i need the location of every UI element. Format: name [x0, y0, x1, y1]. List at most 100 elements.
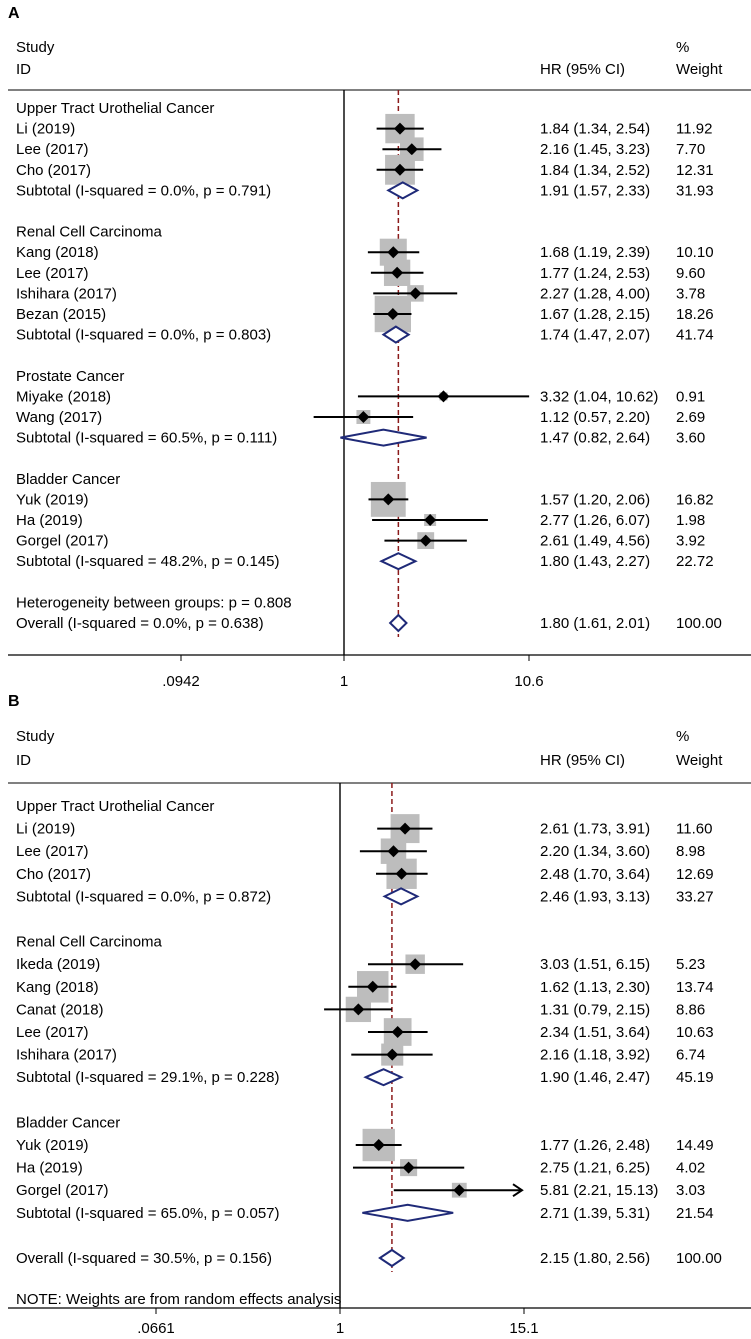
hr-ci-value: 2.61 (1.73, 3.91) — [540, 821, 650, 838]
study-label: Ikeda (2019) — [16, 956, 100, 973]
study-label: Lee (2017) — [16, 141, 89, 158]
weight-value: 12.69 — [676, 866, 714, 883]
hr-ci-value: 1.68 (1.19, 2.39) — [540, 244, 650, 261]
weight-value: 45.19 — [676, 1069, 714, 1086]
weight-value: 31.93 — [676, 182, 714, 199]
point-estimate — [387, 246, 400, 259]
study-label: Gorgel (2017) — [16, 1182, 109, 1199]
hr-ci-value: 3.03 (1.51, 6.15) — [540, 956, 650, 973]
weight-value: 10.10 — [676, 244, 714, 261]
hr-ci-value: 1.62 (1.13, 2.30) — [540, 979, 650, 996]
point-estimate — [453, 1184, 466, 1197]
hr-ci-value: 1.12 (0.57, 2.20) — [540, 409, 650, 426]
hr-ci-value: 1.84 (1.34, 2.52) — [540, 162, 650, 179]
study-label: Lee (2017) — [16, 1024, 89, 1041]
hr-ci-value: 1.77 (1.26, 2.48) — [540, 1137, 650, 1154]
weight-value: 7.70 — [676, 141, 705, 158]
subtotal-diamond — [381, 325, 411, 344]
study-label: Li (2019) — [16, 121, 75, 138]
weight-value: 18.26 — [676, 306, 714, 323]
study-label: Ishihara (2017) — [16, 1047, 117, 1064]
study-label: Yuk (2019) — [16, 1137, 89, 1154]
weight-value: 41.74 — [676, 327, 714, 344]
subtotal-label: Subtotal (I-squared = 48.2%, p = 0.145) — [16, 553, 280, 570]
weight-value: 9.60 — [676, 265, 705, 282]
hr-ci-value: 2.61 (1.49, 4.56) — [540, 533, 650, 550]
group-label: Bladder Cancer — [16, 471, 120, 488]
study-label: Lee (2017) — [16, 843, 89, 860]
hr-ci-value: 2.46 (1.93, 3.13) — [540, 888, 650, 905]
point-estimate — [437, 390, 450, 403]
hr-ci-value: 2.20 (1.34, 3.60) — [540, 843, 650, 860]
group-label: Renal Cell Carcinoma — [16, 934, 163, 951]
weight-value: 11.60 — [676, 821, 712, 838]
hr-ci-value: 1.84 (1.34, 2.54) — [540, 121, 650, 138]
hr-ci-value: 1.80 (1.43, 2.27) — [540, 553, 650, 570]
hr-ci-value: 2.16 (1.18, 3.92) — [540, 1047, 650, 1064]
point-estimate — [393, 122, 406, 135]
x-tick-label: 15.1 — [509, 1320, 538, 1337]
group-label: Bladder Cancer — [16, 1114, 120, 1131]
weight-value: 3.60 — [676, 430, 705, 447]
point-estimate — [366, 980, 379, 993]
footnote: NOTE: Weights are from random effects an… — [16, 1291, 341, 1308]
header-percent: % — [676, 728, 689, 745]
study-label: Li (2019) — [16, 821, 75, 838]
overall-diamond — [388, 613, 408, 633]
panel-label: B — [8, 693, 20, 710]
point-estimate — [391, 1026, 404, 1038]
hr-ci-value: 1.80 (1.61, 2.01) — [540, 615, 650, 632]
weight-value: 3.92 — [676, 533, 705, 550]
header-study: Study — [16, 728, 55, 745]
hr-ci-value: 1.90 (1.46, 2.47) — [540, 1069, 650, 1086]
study-label: Kang (2018) — [16, 979, 99, 996]
weight-value: 21.54 — [676, 1205, 714, 1222]
point-estimate — [409, 958, 422, 971]
weight-value: 100.00 — [676, 1250, 722, 1267]
point-estimate — [382, 493, 395, 506]
subtotal-label: Subtotal (I-squared = 29.1%, p = 0.228) — [16, 1069, 280, 1086]
hr-ci-value: 1.67 (1.28, 2.15) — [540, 306, 650, 323]
hr-ci-value: 2.16 (1.45, 3.23) — [540, 141, 650, 158]
header-weight: Weight — [676, 61, 723, 78]
weight-value: 22.72 — [676, 553, 714, 570]
x-tick-label: .0661 — [137, 1320, 175, 1337]
subtotal-diamond — [382, 887, 420, 906]
subtotal-label: Subtotal (I-squared = 0.0%, p = 0.791) — [16, 182, 271, 199]
study-label: Cho (2017) — [16, 866, 91, 883]
x-tick-label: .0942 — [162, 673, 200, 690]
subtotal-diamond — [340, 428, 427, 447]
x-tick-label: 1 — [340, 673, 348, 690]
point-estimate — [402, 1161, 415, 1174]
hr-ci-value: 2.27 (1.28, 4.00) — [540, 285, 650, 302]
header-hr-ci: HR (95% CI) — [540, 61, 625, 78]
overall-label: Overall (I-squared = 30.5%, p = 0.156) — [16, 1250, 272, 1267]
weight-value: 1.98 — [676, 512, 705, 529]
hr-ci-value: 2.48 (1.70, 3.64) — [540, 866, 650, 883]
subtotal-label: Subtotal (I-squared = 60.5%, p = 0.111) — [16, 430, 277, 447]
subtotal-diamond — [362, 1203, 454, 1222]
weight-value: 14.49 — [676, 1137, 714, 1154]
heterogeneity-text: Heterogeneity between groups: p = 0.808 — [16, 594, 292, 611]
header-hr-ci: HR (95% CI) — [540, 752, 625, 769]
subtotal-diamond — [379, 552, 418, 571]
header-id: ID — [16, 752, 31, 769]
group-label: Renal Cell Carcinoma — [16, 224, 163, 241]
panel-label: A — [8, 5, 20, 22]
weight-value: 4.02 — [676, 1160, 705, 1177]
hr-ci-value: 2.77 (1.26, 6.07) — [540, 512, 650, 529]
study-label: Ha (2019) — [16, 512, 83, 529]
weight-value: 8.86 — [676, 1001, 705, 1018]
group-label: Upper Tract Urothelial Cancer — [16, 100, 214, 117]
hr-ci-value: 2.71 (1.39, 5.31) — [540, 1205, 650, 1222]
study-label: Gorgel (2017) — [16, 533, 109, 550]
overall-diamond — [378, 1248, 406, 1268]
header-study: Study — [16, 39, 55, 56]
point-estimate — [424, 514, 437, 526]
study-label: Wang (2017) — [16, 409, 102, 426]
point-estimate — [372, 1139, 385, 1151]
point-estimate — [387, 845, 400, 858]
x-tick-label: 10.6 — [514, 673, 543, 690]
weight-value: 11.92 — [676, 121, 712, 138]
